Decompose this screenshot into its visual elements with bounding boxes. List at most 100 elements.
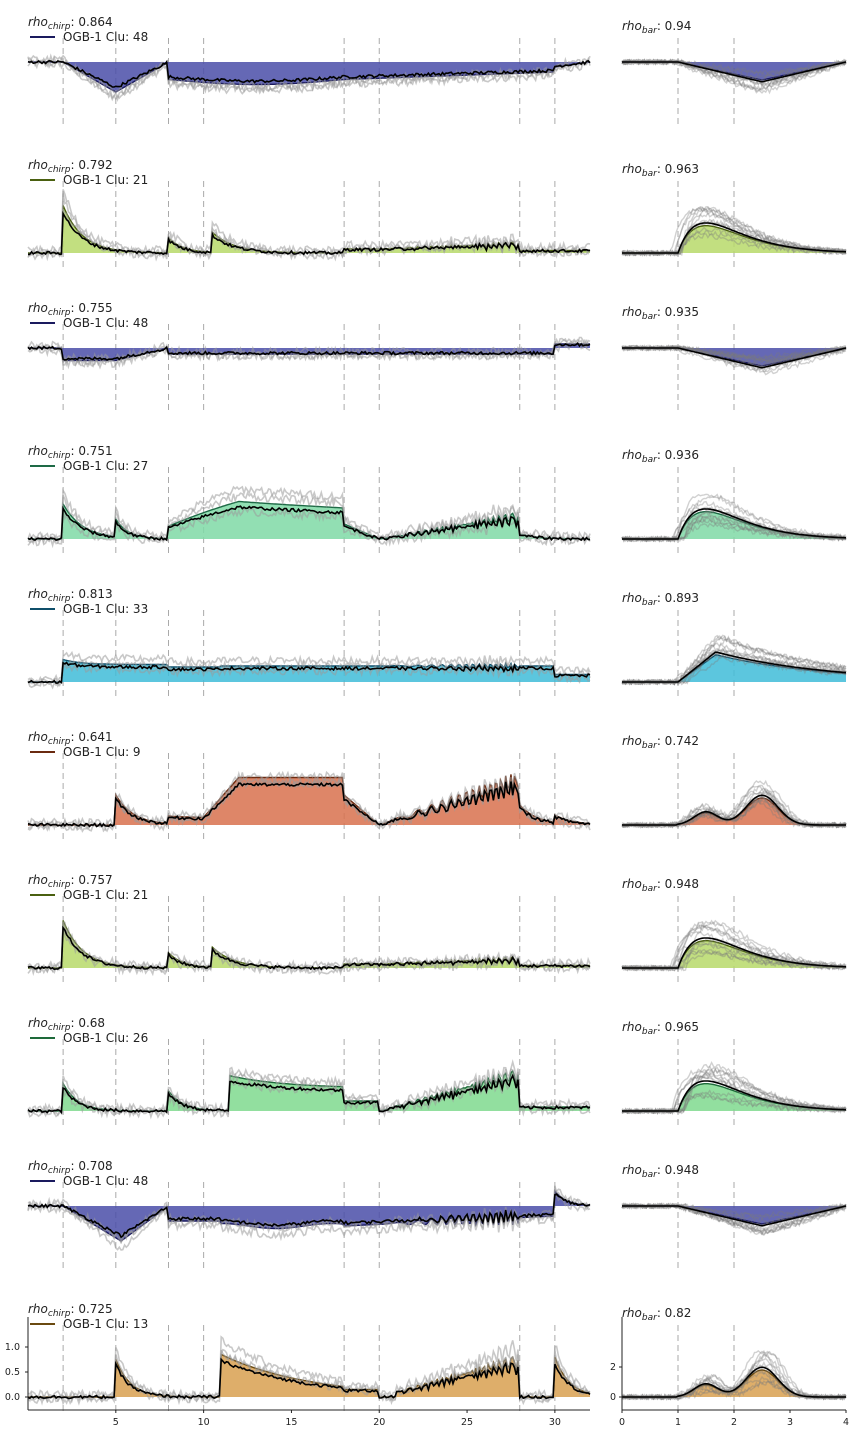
chirp-roi-trace [27,53,591,95]
bar-roi-trace [621,649,847,686]
bar-roi-trace [621,1379,847,1401]
chirp-mean-fill [28,774,590,825]
bar-roi-trace [621,58,847,87]
left-x-tick-label: 30 [549,1417,561,1428]
chirp-mean-trace [27,925,591,971]
bar-roi-trace [621,493,847,543]
bar-roi-trace [621,1089,847,1115]
chirp-mean-trace [27,341,591,361]
rho-chirp-label: rhochirp: 0.864 [28,15,113,32]
legend-label: OGB-1 Clu: 48 [63,316,148,330]
right-x-tick-label: 0 [619,1417,625,1428]
bar-roi-trace [621,634,847,686]
chirp-mean-trace [27,1193,591,1239]
legend-label: OGB-1 Clu: 26 [63,1031,148,1045]
bar-roi-trace [621,1202,847,1229]
bar-roi-trace [621,207,847,257]
chirp-mean-trace [27,1357,591,1400]
legend-label: OGB-1 Clu: 48 [63,1174,148,1188]
bar-roi-trace [621,344,847,372]
rho-bar-label: rhobar: 0.935 [622,305,699,322]
legend-label: OGB-1 Clu: 13 [63,1317,148,1331]
bar-roi-trace [621,948,847,971]
right-y-tick-label: 2 [610,1362,616,1373]
bar-roi-trace [621,1202,847,1225]
left-x-tick-label: 5 [113,1417,119,1428]
legend-label: OGB-1 Clu: 21 [63,888,148,902]
right-x-tick-label: 2 [731,1417,737,1428]
bar-mean-trace [622,937,847,969]
chirp-roi-trace [27,491,591,546]
chirp-roi-trace [27,662,591,690]
rho-chirp-label: rhochirp: 0.755 [28,301,113,318]
bar-roi-trace [621,1068,847,1115]
bar-roi-trace [621,785,847,829]
rho-chirp-label: rhochirp: 0.708 [28,1159,113,1176]
right-x-tick-label: 1 [675,1417,681,1428]
bar-mean-fill [622,511,846,539]
left-x-tick-label: 15 [285,1417,297,1428]
bar-mean-trace [622,1080,847,1112]
rho-bar-label: rhobar: 0.965 [622,1020,699,1037]
bar-mean-fill [622,1206,846,1224]
bar-mean-fill [622,798,846,825]
bar-roi-trace [621,206,847,257]
rho-chirp-label: rhochirp: 0.751 [28,444,113,461]
bar-roi-trace [621,1092,847,1115]
left-x-tick-label: 25 [461,1417,473,1428]
chirp-roi-trace [27,659,591,688]
chirp-roi-trace [27,650,591,685]
legend-label: OGB-1 Clu: 33 [63,602,148,616]
bar-mean-fill [622,1370,846,1397]
bar-roi-trace [621,58,847,95]
bar-roi-trace [621,937,847,972]
rho-bar-label: rhobar: 0.742 [622,734,699,751]
chirp-mean-trace [27,59,591,88]
rho-chirp-label: rhochirp: 0.792 [28,158,113,175]
bar-roi-trace [621,646,847,686]
bar-roi-trace [621,1202,847,1233]
bar-roi-trace [621,518,847,543]
chirp-roi-trace [27,189,591,257]
bar-roi-trace [621,1349,847,1401]
bar-mean-trace [622,794,846,826]
bar-roi-trace [621,218,847,257]
bar-roi-trace [621,516,847,543]
rho-bar-label: rhobar: 0.94 [622,19,691,36]
bar-mean-fill [622,1083,846,1111]
chirp-mean-trace [27,210,591,256]
bar-roi-trace [621,642,847,686]
bar-roi-trace [621,58,847,76]
bar-roi-trace [621,494,847,543]
chirp-mean-fill [28,1354,590,1397]
bar-mean-trace [622,222,847,254]
bar-roi-trace [621,508,847,543]
bar-roi-trace [621,1072,847,1115]
bar-mean-trace [622,61,847,83]
left-y-tick-label: 0.0 [5,1392,20,1403]
rho-chirp-label: rhochirp: 0.757 [28,873,113,890]
chirp-roi-trace [27,59,591,102]
right-y-tick-label: 0 [610,1392,616,1403]
legend-label: OGB-1 Clu: 9 [63,745,141,759]
rho-bar-label: rhobar: 0.893 [622,591,699,608]
bar-roi-trace [621,58,847,92]
bar-mean-trace [622,651,847,683]
bar-roi-trace [621,1074,847,1116]
rho-bar-label: rhobar: 0.963 [622,162,699,179]
chirp-roi-trace [27,1335,591,1402]
left-y-tick-label: 1.0 [5,1342,20,1353]
bar-roi-trace [621,1201,847,1220]
chirp-mean-fill [28,62,590,92]
bar-roi-trace [621,1202,847,1236]
chirp-roi-trace [27,922,591,974]
bar-roi-trace [621,210,847,257]
bar-roi-trace [621,1379,847,1401]
